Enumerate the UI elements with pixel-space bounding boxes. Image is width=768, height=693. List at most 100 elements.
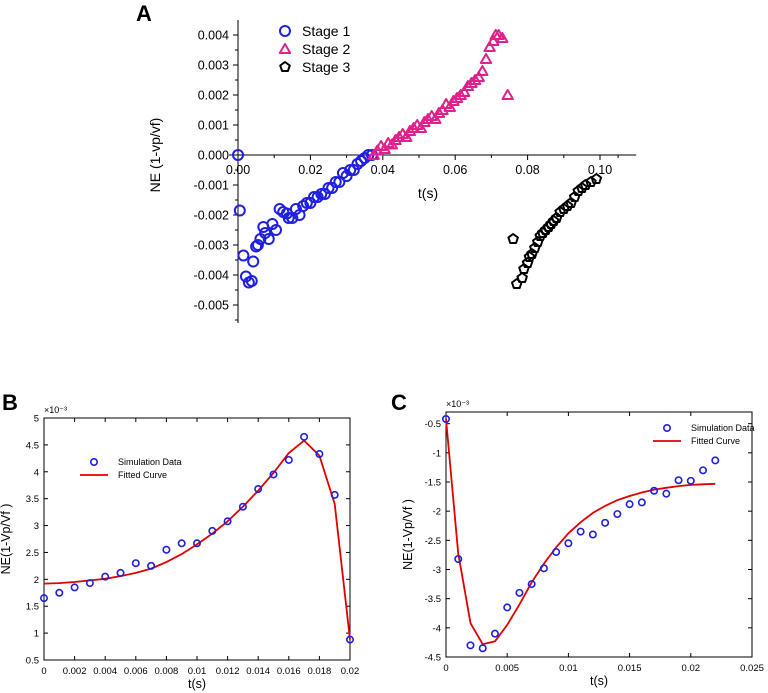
a-y-axis-label: NE (1-vp/vf) — [147, 118, 163, 193]
a-legend-label-1: Stage 1 — [302, 23, 350, 39]
a-stage-2-marker — [447, 95, 460, 106]
c-simulation-data-point — [527, 580, 536, 589]
a-y-tick-label: 0.000 — [198, 149, 229, 163]
a-stage-2-marker — [432, 107, 446, 118]
c-x-tick-label: 0.01 — [559, 663, 578, 674]
a-stage-1-marker — [262, 233, 275, 245]
c-y-axis-label: NE(1-Vp/Vf ) — [401, 499, 415, 570]
a-y-tick-label: -0.005 — [194, 299, 229, 313]
a-stage-2-marker — [429, 113, 442, 124]
c-simulation-data-point — [466, 641, 475, 650]
b-legend-label-simulation: Simulation Data — [118, 457, 182, 467]
b-simulation-data-point — [177, 539, 186, 548]
a-stage-2-marker — [421, 113, 435, 124]
b-simulation-data-point — [254, 484, 263, 493]
a-stage-2-marker — [468, 74, 482, 85]
a-y-tick-label: 0.004 — [198, 29, 229, 43]
b-simulation-data-point — [147, 561, 156, 570]
a-stage-2-marker — [418, 116, 431, 127]
a-stage-2-marker — [483, 41, 496, 52]
a-stage-2-marker — [501, 89, 514, 100]
c-simulation-data-point — [601, 518, 610, 527]
b-simulation-data-point — [208, 526, 217, 535]
b-simulation-data-point — [223, 517, 232, 526]
c-simulation-data-point — [539, 564, 548, 573]
a-stage-1-marker — [308, 191, 321, 203]
c-simulation-data-point — [503, 603, 512, 612]
c-y-tick-label: -1.5 — [425, 478, 441, 489]
c-x-tick-label: 0.005 — [495, 663, 519, 674]
a-stage-3-marker — [579, 179, 592, 190]
c-y-tick-label: -2 — [433, 507, 441, 518]
a-stage-2-marker — [400, 131, 413, 142]
a-stage-3-marker — [561, 200, 574, 211]
b-simulation-data-point — [315, 450, 324, 459]
c-simulation-data-point — [650, 486, 659, 495]
b-x-tick-label: 0.018 — [308, 666, 332, 677]
b-x-axis-label: t(s) — [188, 677, 206, 691]
a-stage-1-marker — [289, 203, 302, 215]
b-y-tick-label: 0.5 — [26, 656, 39, 667]
a-stage-1-marker — [251, 239, 264, 251]
c-simulation-data-point — [588, 530, 597, 539]
b-simulation-data-point — [330, 490, 339, 499]
c-legend-label-fitted: Fitted Curve — [691, 436, 740, 446]
a-stage-1-marker — [232, 149, 244, 161]
a-stage-1-marker — [315, 188, 328, 200]
a-stage-2-marker — [487, 35, 500, 46]
c-x-tick-label: 0 — [443, 663, 448, 674]
b-legend-marker-simulation — [90, 457, 99, 466]
a-y-tick-label: 0.001 — [198, 119, 229, 133]
b-y-tick-label: 1.5 — [26, 602, 39, 613]
c-y-tick-label: -3.5 — [425, 594, 441, 605]
c-x-axis-label: t(s) — [590, 674, 608, 688]
b-x-tick-label: 0.002 — [63, 666, 87, 677]
a-stage-2-marker — [414, 122, 427, 133]
a-stage-1-marker — [329, 176, 342, 188]
a-legend-marker-3 — [279, 61, 291, 72]
b-fitted-curve-line — [43, 439, 351, 640]
b-simulation-data-point — [345, 635, 354, 644]
c-y-tick-label: -1 — [433, 448, 441, 459]
c-simulation-data-point — [686, 476, 695, 485]
a-stage-2-marker — [454, 89, 467, 100]
c-simulation-data-point — [564, 539, 573, 548]
a-stage-1-marker — [351, 158, 364, 170]
b-y-tick-label: 5 — [34, 414, 39, 425]
a-stage-1-marker — [318, 188, 331, 200]
c-y-tick-label: -2.5 — [425, 536, 441, 547]
a-stage-2-marker — [403, 125, 417, 136]
a-stage-1-marker — [297, 200, 310, 212]
a-stage-3-marker — [585, 176, 597, 187]
b-simulation-data-point — [269, 470, 278, 479]
b-y-tick-label: 4 — [34, 467, 39, 478]
c-legend-label-simulation: Simulation Data — [691, 423, 755, 433]
a-legend-label-2: Stage 2 — [302, 41, 350, 57]
a-stage-2-marker — [389, 134, 402, 145]
a-stage-2-marker — [479, 53, 493, 64]
a-stage-3-marker — [507, 233, 519, 244]
b-y-tick-label: 1 — [34, 629, 39, 640]
a-stage-3-marker — [511, 278, 523, 289]
b-simulation-data-point — [39, 594, 48, 603]
a-stage-1-marker — [300, 197, 313, 209]
b-y-tick-label: 2 — [34, 575, 39, 586]
b-simulation-data-point — [238, 502, 247, 511]
c-plot-frame — [445, 411, 753, 658]
a-stage-3-marker — [576, 182, 588, 193]
a-x-tick-label: 0.10 — [588, 163, 612, 177]
a-stage-1-marker — [304, 197, 317, 209]
a-stage-1-marker — [245, 275, 258, 287]
b-y-tick-label: 3.5 — [26, 494, 39, 505]
c-simulation-data-point — [478, 644, 487, 653]
a-x-tick-label: 0.08 — [515, 163, 539, 177]
a-stage-1-marker — [344, 164, 357, 176]
a-stage-2-marker — [472, 71, 485, 82]
c-simulation-data-point — [490, 629, 499, 638]
b-x-tick-label: 0.012 — [216, 666, 240, 677]
c-simulation-data-point — [699, 466, 708, 475]
a-x-tick-label: 0.06 — [443, 163, 467, 177]
c-x-tick-label: 0.025 — [740, 663, 764, 674]
b-simulation-data-point — [70, 583, 79, 592]
